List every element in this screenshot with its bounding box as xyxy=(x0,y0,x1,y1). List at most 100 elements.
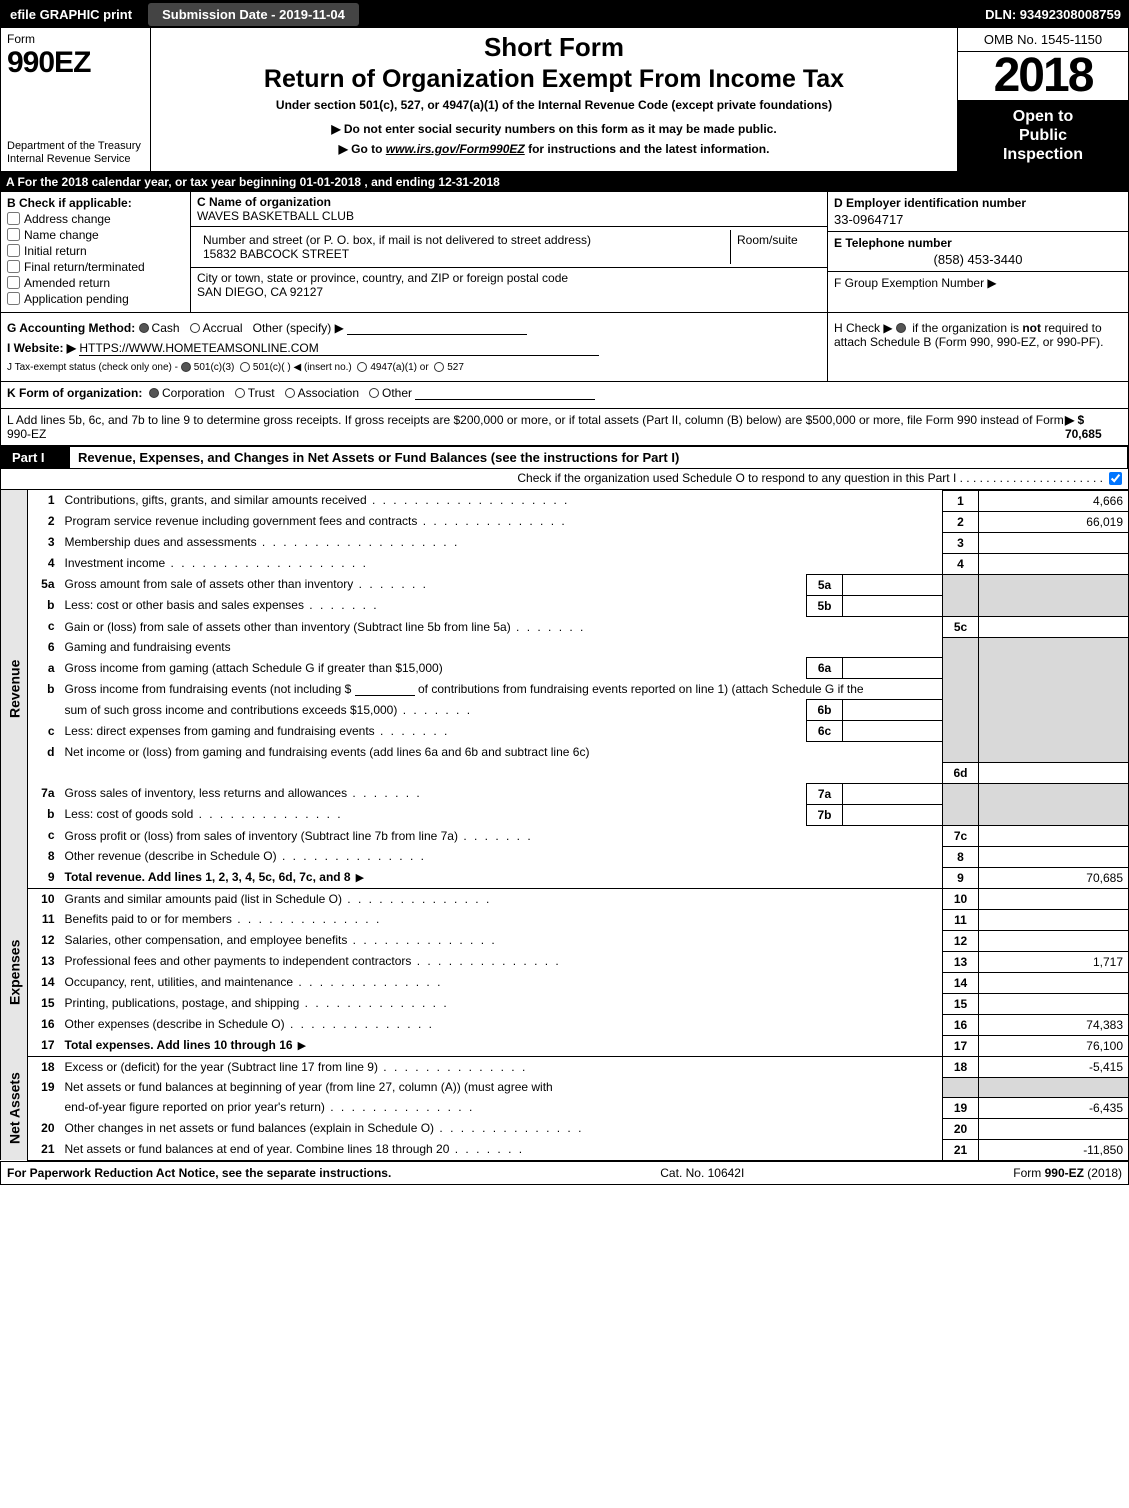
telephone: (858) 453-3440 xyxy=(834,252,1122,267)
radio-other[interactable] xyxy=(369,388,379,398)
group-exemption-label: F Group Exemption Number ▶ xyxy=(834,276,1122,290)
h-text1: if the organization is xyxy=(912,321,1022,335)
radio-501c[interactable] xyxy=(240,362,250,372)
efile-print-link[interactable]: efile GRAPHIC print xyxy=(0,7,142,22)
radio-trust[interactable] xyxy=(235,388,245,398)
ein-label: D Employer identification number xyxy=(834,196,1122,210)
chk-final-return[interactable] xyxy=(7,260,20,273)
row19-desc2: end-of-year figure reported on prior yea… xyxy=(65,1100,475,1114)
lbl-4947: 4947(a)(1) or xyxy=(370,362,428,373)
side-expenses: Expenses xyxy=(1,888,28,1056)
row6b-amount-input[interactable] xyxy=(355,682,415,696)
chk-name-change[interactable] xyxy=(7,228,20,241)
lbl-other: Other xyxy=(382,386,412,400)
row1-rn: 1 xyxy=(943,490,979,511)
row7ab-rn-shade xyxy=(943,783,979,825)
row5b-num: b xyxy=(28,595,60,616)
city: SAN DIEGO, CA 92127 xyxy=(197,285,821,299)
row15-desc: Printing, publications, postage, and shi… xyxy=(65,996,449,1010)
short-form-title: Short Form xyxy=(159,32,949,63)
part1-num: Part I xyxy=(2,447,70,468)
chk-app-pending[interactable] xyxy=(7,292,20,305)
row12-num: 12 xyxy=(28,930,60,951)
row10-desc: Grants and similar amounts paid (list in… xyxy=(65,892,492,906)
row8-num: 8 xyxy=(28,846,60,867)
lbl-app-pending: Application pending xyxy=(24,292,129,306)
row19-num: 19 xyxy=(28,1077,60,1097)
chk-address-change[interactable] xyxy=(7,212,20,225)
row6c-mv xyxy=(843,721,943,742)
l-amount: ▶ $ 70,685 xyxy=(1065,413,1122,441)
radio-assoc[interactable] xyxy=(285,388,295,398)
row6d-val xyxy=(979,762,1129,783)
row6-num: 6 xyxy=(28,637,60,658)
row5b-desc: Less: cost or other basis and sales expe… xyxy=(65,598,379,612)
row7ab-val-shade xyxy=(979,783,1129,825)
row6c-num: c xyxy=(28,721,60,742)
lbl-assoc: Association xyxy=(298,386,359,400)
row1-num: 1 xyxy=(28,490,60,511)
other-specify-input[interactable] xyxy=(347,321,527,335)
radio-accrual[interactable] xyxy=(190,323,200,333)
lbl-other-specify: Other (specify) ▶ xyxy=(253,321,344,335)
row4-rn: 4 xyxy=(943,553,979,574)
section-c: C Name of organization WAVES BASKETBALL … xyxy=(191,192,828,312)
period-end: 12-31-2018 xyxy=(438,175,499,189)
l-row: L Add lines 5b, 6c, and 7b to line 9 to … xyxy=(0,409,1129,446)
radio-corp[interactable] xyxy=(149,388,159,398)
chk-initial-return[interactable] xyxy=(7,244,20,257)
lbl-corp: Corporation xyxy=(162,386,225,400)
row19-rn: 19 xyxy=(943,1097,979,1118)
street-label: Number and street (or P. O. box, if mail… xyxy=(203,233,724,247)
radio-cash[interactable] xyxy=(139,323,149,333)
row18-rn: 18 xyxy=(943,1056,979,1077)
row4-val xyxy=(979,553,1129,574)
row3-desc: Membership dues and assessments xyxy=(65,535,460,549)
row11-desc: Benefits paid to or for members xyxy=(65,912,382,926)
form-label: Form xyxy=(7,32,144,46)
row12-desc: Salaries, other compensation, and employ… xyxy=(65,933,497,947)
row5ab-rn-shade xyxy=(943,574,979,616)
dept-irs: Internal Revenue Service xyxy=(7,153,144,166)
row5c-val xyxy=(979,616,1129,637)
row7c-rn: 7c xyxy=(943,825,979,846)
street: 15832 BABCOCK STREET xyxy=(203,247,724,261)
bcd-block: B Check if applicable: Address change Na… xyxy=(0,192,1129,313)
row17-val: 76,100 xyxy=(979,1035,1129,1056)
row21-rn: 21 xyxy=(943,1139,979,1160)
row6b-num: b xyxy=(28,679,60,700)
row5a-mv xyxy=(843,574,943,595)
row5b-mn: 5b xyxy=(807,595,843,616)
row19a-rn-shade xyxy=(943,1077,979,1097)
row3-rn: 3 xyxy=(943,532,979,553)
chk-h[interactable] xyxy=(896,323,906,333)
row21-val: -11,850 xyxy=(979,1139,1129,1160)
room-label: Room/suite xyxy=(737,233,815,247)
row20-desc: Other changes in net assets or fund bala… xyxy=(65,1121,584,1135)
radio-501c3[interactable] xyxy=(181,362,191,372)
row21-desc: Net assets or fund balances at end of ye… xyxy=(65,1142,525,1156)
other-org-input[interactable] xyxy=(415,386,595,400)
part1-sub: Check if the organization used Schedule … xyxy=(437,469,1109,489)
row2-rn: 2 xyxy=(943,511,979,532)
open-line3: Inspection xyxy=(962,145,1124,164)
row6-rn-shade xyxy=(943,637,979,762)
row15-val xyxy=(979,993,1129,1014)
radio-527[interactable] xyxy=(434,362,444,372)
chk-amended[interactable] xyxy=(7,276,20,289)
row3-val xyxy=(979,532,1129,553)
row17-rn: 17 xyxy=(943,1035,979,1056)
goto-post: for instructions and the latest informat… xyxy=(525,142,770,156)
goto-pre: ▶ Go to xyxy=(339,142,386,156)
radio-4947[interactable] xyxy=(357,362,367,372)
chk-schedule-o[interactable] xyxy=(1109,472,1122,485)
row13-num: 13 xyxy=(28,951,60,972)
row7b-num: b xyxy=(28,804,60,825)
lbl-accrual: Accrual xyxy=(203,321,243,335)
row8-desc: Other revenue (describe in Schedule O) xyxy=(65,849,426,863)
row5b-mv xyxy=(843,595,943,616)
goto-link[interactable]: www.irs.gov/Form990EZ xyxy=(386,142,525,156)
row7c-val xyxy=(979,825,1129,846)
row21-num: 21 xyxy=(28,1139,60,1160)
row17-num: 17 xyxy=(28,1035,60,1056)
